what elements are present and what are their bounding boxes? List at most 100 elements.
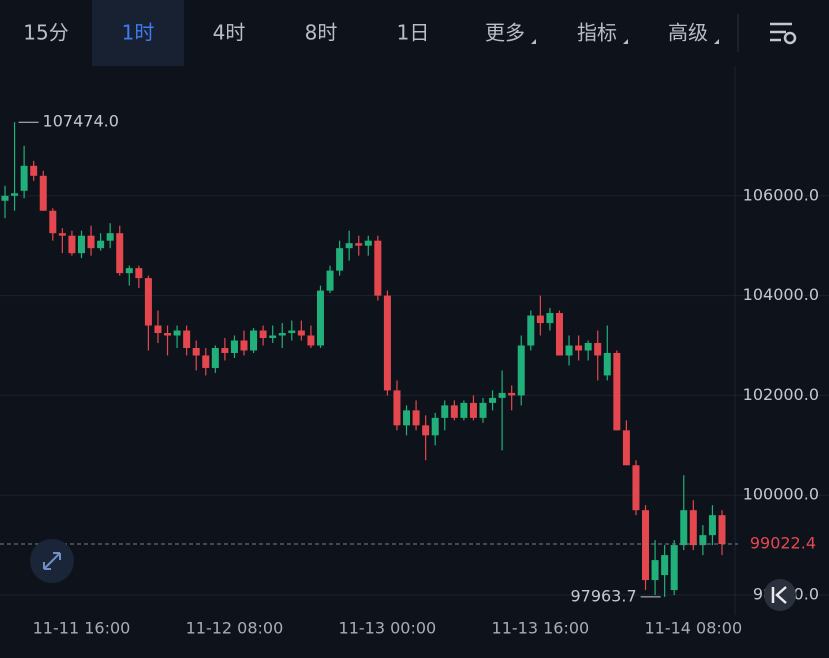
expand-button[interactable]: [30, 539, 74, 583]
annotation-label: 97963.7: [570, 586, 636, 605]
candle-body: [316, 290, 324, 346]
candle-body: [527, 315, 535, 346]
candle-body: [412, 410, 420, 426]
candle-body: [297, 330, 305, 336]
candle-body: [565, 345, 573, 356]
candle-body: [202, 355, 210, 368]
candle-body: [77, 235, 85, 254]
candle-body: [422, 425, 430, 436]
candle-body: [536, 315, 544, 324]
candle-body: [144, 278, 152, 326]
candle-body: [575, 345, 583, 351]
tab[interactable]: 高级: [668, 21, 708, 45]
active-tab-bg: [92, 0, 184, 66]
candle-body: [68, 235, 76, 254]
candle-body: [431, 417, 439, 436]
candle-body: [183, 330, 191, 348]
candle-body: [288, 330, 296, 334]
candle-body: [689, 510, 697, 546]
candle-body: [164, 333, 172, 336]
candle-body: [718, 515, 726, 545]
candle-body: [651, 560, 659, 581]
dropdown-triangle: [531, 39, 536, 44]
candle-body: [584, 342, 592, 351]
candle-body: [221, 347, 229, 353]
candle-body: [489, 397, 497, 403]
candle-body: [106, 233, 114, 241]
candle-body: [87, 235, 95, 249]
candle-body: [250, 330, 258, 351]
candle-body: [632, 465, 640, 511]
dropdown-triangle: [623, 39, 628, 44]
y-tick-label: 104000.0: [743, 285, 819, 304]
candle-body: [1, 195, 9, 201]
candle-body: [20, 165, 28, 191]
candle-body: [326, 270, 334, 291]
candle-body: [374, 240, 382, 296]
last-price-box: [738, 531, 829, 558]
candle-body: [517, 345, 525, 396]
last-price-label: 99022.4: [750, 534, 816, 553]
candle-body: [336, 248, 344, 271]
tab[interactable]: 4时: [213, 21, 246, 45]
tab[interactable]: 1日: [397, 21, 430, 45]
x-tick-label: 11-12 08:00: [186, 619, 284, 638]
candle-body: [269, 335, 277, 339]
y-tick-label: 100000.0: [743, 485, 819, 504]
candle-body: [259, 330, 267, 339]
candle-body: [135, 268, 143, 279]
dropdown-triangle: [714, 39, 719, 44]
candle-body: [699, 535, 707, 546]
settings-icon[interactable]: [770, 22, 797, 45]
candle-body: [116, 233, 124, 274]
tab[interactable]: 指标: [577, 21, 617, 45]
candle-body: [11, 193, 19, 196]
candle-body: [154, 325, 162, 334]
candle-body: [680, 510, 688, 546]
tab[interactable]: 1时: [122, 21, 155, 45]
tab[interactable]: 更多: [485, 21, 525, 45]
candle-body: [555, 313, 563, 356]
x-tick-label: 11-13 16:00: [492, 619, 590, 638]
candle-body: [345, 243, 353, 249]
candle-body: [661, 555, 669, 576]
candle-body: [97, 240, 105, 249]
candle-body: [211, 347, 219, 368]
candle-body: [278, 333, 286, 336]
back-to-latest-button[interactable]: [764, 579, 796, 611]
candle-body: [355, 243, 363, 246]
annotation-label: 107474.0: [43, 112, 119, 131]
candle-body: [498, 392, 506, 398]
candle-body: [479, 402, 487, 418]
candle-body: [670, 545, 678, 591]
candle-body: [39, 175, 47, 211]
candle-body: [622, 430, 630, 466]
candle-body: [508, 392, 516, 396]
candle-body: [469, 402, 477, 418]
x-tick-label: 11-14 08:00: [644, 619, 742, 638]
candle-body: [307, 335, 315, 346]
candle-body: [393, 390, 401, 426]
candle-body: [460, 402, 468, 418]
candle-body: [546, 313, 554, 324]
x-tick-label: 11-13 00:00: [339, 619, 437, 638]
candle-body: [441, 405, 449, 418]
candle-body: [383, 295, 391, 391]
candle-body: [58, 233, 66, 236]
y-tick-label: 102000.0: [743, 385, 819, 404]
candle-body: [192, 347, 200, 356]
candle-body: [49, 210, 57, 234]
tab[interactable]: 15分: [23, 21, 68, 45]
candle-body: [230, 340, 238, 353]
candle-body: [642, 510, 650, 581]
candle-body: [613, 352, 621, 431]
tab[interactable]: 8时: [305, 21, 338, 45]
x-tick-label: 11-11 16:00: [33, 619, 131, 638]
candle-body: [708, 515, 716, 536]
candle-body: [594, 342, 602, 356]
candle-body: [30, 165, 38, 176]
y-tick-label: 106000.0: [743, 185, 819, 204]
